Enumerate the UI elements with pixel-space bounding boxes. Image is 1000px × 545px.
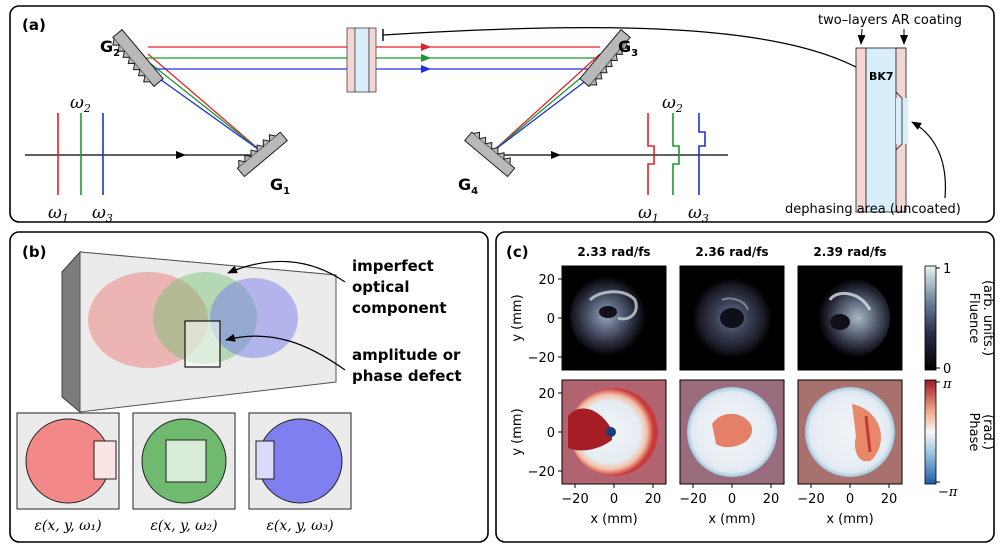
xtick-2-0: 0: [728, 492, 736, 507]
output-component-green: [672, 113, 680, 195]
field-box-omega2: [132, 412, 236, 510]
output-component-blue: [698, 113, 706, 195]
field-box-omega3: [248, 412, 352, 510]
component-label-3: component: [352, 299, 447, 317]
dephasing-arrow: [911, 121, 947, 199]
fluence-cbar-label-2: (arb. units.): [980, 280, 995, 356]
coating-arrow-left: [857, 28, 866, 45]
fluence-colorbar: 1 0 Fluence (arb. units.): [924, 262, 995, 377]
panel-b: (b) imperfect optical component amplitud…: [9, 231, 489, 543]
field-label-3: ε(x, y, ω₃): [266, 518, 333, 534]
xtick-1-0: 0: [610, 492, 618, 507]
defect-label-1: amplitude or: [352, 346, 461, 364]
panel-b-frame: [9, 231, 489, 543]
omega1-output-label: ω1: [638, 203, 659, 225]
panel-c-frame: [495, 231, 995, 543]
panel-a-frame: [9, 5, 995, 223]
xlabel-1: x (mm): [590, 512, 637, 527]
phase-map-1: [561, 379, 667, 485]
component-label-1: imperfect: [352, 257, 434, 275]
phase-plate-small: [346, 27, 377, 93]
ray-g1-g2-blue: [142, 66, 263, 153]
xtick-2-20: 20: [763, 492, 780, 507]
omega3-output-label: ω3: [688, 203, 709, 225]
ray-g1-g2-green: [145, 59, 263, 153]
xtick-3-neg20: −20: [797, 492, 824, 507]
coating-label: two–layers AR coating: [818, 13, 962, 28]
fluence-cbar-label-1: Fluence: [966, 293, 981, 344]
ray-g3-g4-red: [491, 53, 601, 153]
ray-g1-g2-red: [147, 53, 263, 153]
omega1-input-label: ω1: [48, 203, 69, 225]
panel-a-label: (a): [22, 16, 46, 34]
g3-label: G3: [618, 37, 638, 59]
y-axis-bottom: 20 0 −20 y (mm): [510, 387, 562, 480]
field-box-omega1: [16, 412, 120, 510]
beam-red: [88, 272, 208, 368]
ylabel-bottom: y (mm): [510, 408, 525, 455]
g1-label: G1: [270, 175, 290, 197]
xtick-3-0: 0: [846, 492, 854, 507]
xtick-1-20: 20: [645, 492, 662, 507]
fluence-cbar-max: 1: [943, 262, 951, 277]
panel-b-label: (b): [22, 243, 46, 261]
phase-cbar-label-2: (rad.): [980, 414, 995, 450]
ylabel-top: y (mm): [510, 294, 525, 341]
panel-c-label: (c): [506, 243, 529, 261]
defect-label-2: phase defect: [352, 367, 462, 385]
ytick-bottom-20: 20: [538, 387, 555, 402]
y-axis-top: 20 0 −20 y (mm): [510, 273, 562, 366]
phase-map-3: [797, 379, 903, 485]
field-label-2: ε(x, y, ω₂): [150, 518, 217, 534]
ytick-top-20: 20: [538, 273, 555, 288]
ytick-top-neg20: −20: [528, 351, 555, 366]
ytick-top-0: 0: [547, 312, 555, 327]
component-arrow: [227, 260, 346, 283]
phase-cbar-label-1: Phase: [966, 413, 981, 452]
bk7-label: BK7: [869, 70, 894, 83]
output-component-red: [647, 113, 655, 195]
fluence-map-1: [561, 265, 667, 371]
column-title-2: 2.36 rad/fs: [695, 245, 768, 259]
phase-colorbar: π −π Phase (rad.): [924, 377, 995, 500]
ytick-bottom-neg20: −20: [528, 465, 555, 480]
xtick-3-20: 20: [881, 492, 898, 507]
x-axis: −20 0 20 −20 0 20 −20 0 20 x (mm) x (mm)…: [561, 484, 897, 527]
xtick-2-neg20: −20: [679, 492, 706, 507]
dephasing-label: dephasing area (uncoated): [785, 202, 961, 217]
ytick-bottom-0: 0: [547, 426, 555, 441]
column-title-1: 2.33 rad/fs: [577, 245, 650, 259]
grating-g3: [579, 28, 631, 88]
phase-cbar-max: π: [942, 377, 952, 392]
omega2-input-label: ω2: [70, 93, 91, 115]
beam-blue: [210, 278, 298, 358]
panel-a: (a) ω1 ω2 ω3 ω1 ω2 ω3: [9, 5, 995, 225]
g2-label: G2: [100, 37, 120, 59]
phase-cbar-min: −π: [938, 485, 958, 500]
grating-g4: [463, 131, 516, 178]
xtick-1-neg20: −20: [561, 492, 588, 507]
panel-c: (c) 2.33 rad/fs 2.36 rad/fs 2.39 rad/fs: [495, 231, 995, 543]
column-title-3: 2.39 rad/fs: [813, 245, 886, 259]
component-side-face: [61, 250, 81, 414]
defect-square: [184, 320, 221, 368]
phase-map-2: [679, 379, 785, 485]
defect-arrow: [225, 333, 346, 371]
grating-g1: [236, 131, 289, 178]
omega3-input-label: ω3: [92, 203, 113, 225]
field-label-1: ε(x, y, ω₁): [34, 518, 101, 534]
fluence-map-2: [679, 265, 785, 371]
grating-g2: [112, 28, 164, 88]
zoom-connector: [382, 27, 881, 83]
fluence-cbar-min: 0: [943, 362, 951, 377]
xlabel-3: x (mm): [826, 512, 873, 527]
xlabel-2: x (mm): [708, 512, 755, 527]
g4-label: G4: [458, 175, 478, 197]
component-label-2: optical: [352, 278, 410, 296]
omega2-output-label: ω2: [662, 93, 683, 115]
magnified-plate: [855, 47, 908, 213]
fluence-map-3: [797, 265, 903, 371]
